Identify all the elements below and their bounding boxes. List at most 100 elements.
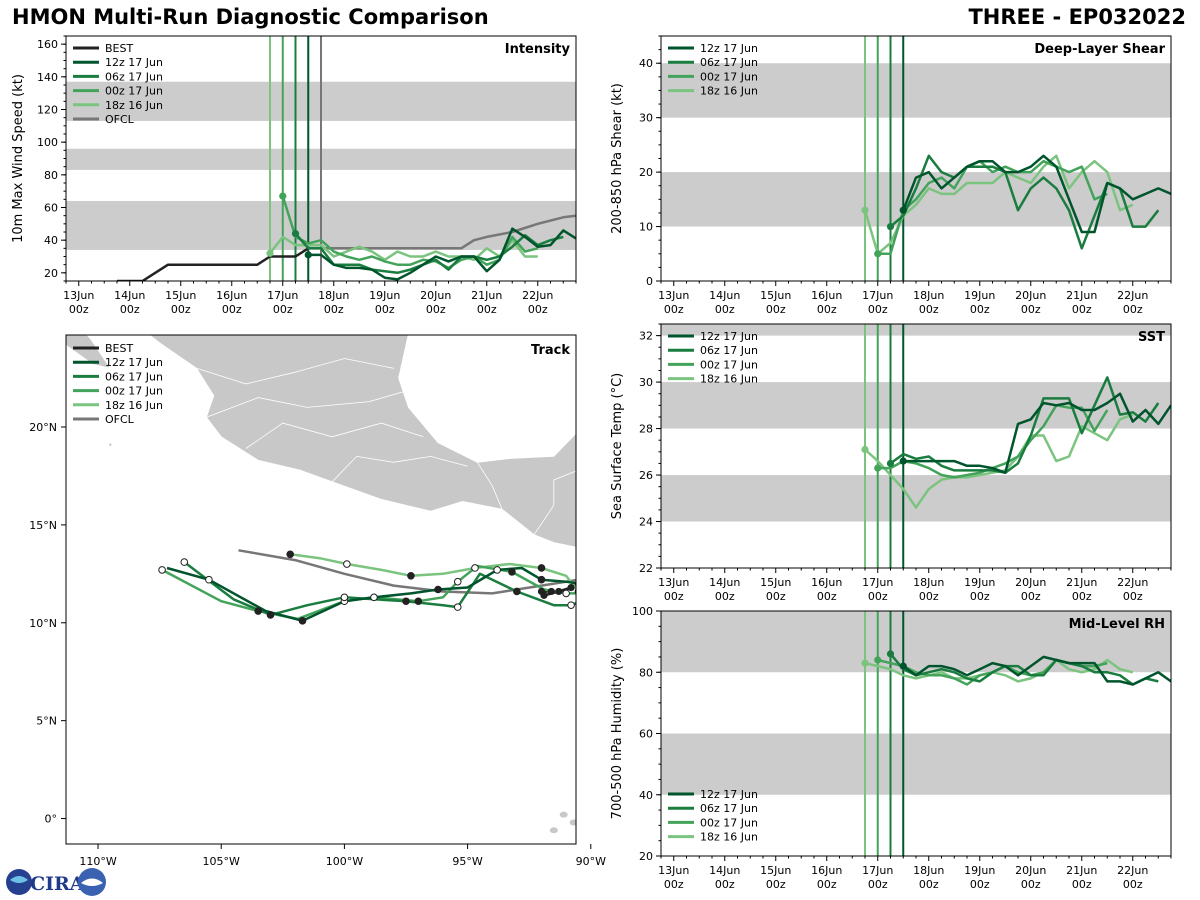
x-tick-label-hour: 00z <box>868 878 888 891</box>
y-tick-label: 10 <box>639 221 653 234</box>
y-tick-label: 10°N <box>29 617 57 630</box>
island <box>109 443 112 446</box>
threshold-band <box>661 63 1171 118</box>
x-tick-label-hour: 00z <box>919 303 939 316</box>
y-tick-label: 26 <box>639 469 653 482</box>
y-tick-label: 100 <box>37 136 58 149</box>
x-tick-label-hour: 00z <box>868 303 888 316</box>
x-tick-label-hour: 00z <box>1021 878 1041 891</box>
legend-label: BEST <box>105 42 133 55</box>
x-tick-label-date: 22Jun <box>522 289 553 302</box>
x-tick-label-hour: 00z <box>715 878 735 891</box>
best-track-point <box>547 587 555 596</box>
legend-label: 18z 16 Jun <box>105 399 163 412</box>
shear-panel: 01020304013Jun00z14Jun00z15Jun00z16Jun00… <box>610 35 1172 316</box>
series-start-point-run_12z_17 <box>899 457 907 465</box>
island <box>559 811 568 818</box>
track-position-marker <box>537 575 546 584</box>
track-position-marker <box>343 560 351 568</box>
y-tick-label: 40 <box>44 234 58 247</box>
shear-plot-area <box>661 36 1171 281</box>
y-tick-label: 20°N <box>29 421 57 434</box>
legend-label: 18z 16 Jun <box>700 373 758 386</box>
y-tick-label: 30 <box>639 112 653 125</box>
threshold-band <box>661 382 1171 429</box>
track-position-marker <box>402 597 410 606</box>
track-start-point-run_18z_16 <box>597 599 605 607</box>
series-line-run_18z_16 <box>269 235 538 262</box>
legend-label: BEST <box>105 342 133 355</box>
x-tick-label-hour: 00z <box>766 303 786 316</box>
series-start-point-run_00z_17 <box>874 250 882 258</box>
legend-label: OFCL <box>105 113 135 126</box>
track-plot-area <box>66 335 614 839</box>
x-tick-label-date: 17Jun <box>862 289 893 302</box>
legend-label: 18z 16 Jun <box>700 85 758 98</box>
intensity-plot-area <box>66 36 576 281</box>
best-track-point <box>555 587 563 596</box>
legend-label: 12z 17 Jun <box>105 356 163 369</box>
legend-label: 06z 17 Jun <box>700 344 758 357</box>
x-tick-label-date: 15Jun <box>165 289 196 302</box>
series-line-best <box>117 247 334 281</box>
cira-logo-text: CIRA <box>30 873 85 895</box>
x-tick-label-date: 16Jun <box>811 289 842 302</box>
y-tick-label: 32 <box>639 330 653 343</box>
x-tick-label-hour: 00z <box>477 303 497 316</box>
y-tick-label: 100 <box>632 605 653 618</box>
intensity-panel: 2040608010012014016013Jun00z14Jun00z15Ju… <box>11 35 577 316</box>
track-position-marker <box>453 603 462 611</box>
island <box>597 833 605 839</box>
x-tick-label-date: 17Jun <box>862 576 893 589</box>
x-tick-label: 95°W <box>452 855 482 868</box>
x-tick-label-hour: 00z <box>664 878 684 891</box>
border-line <box>206 391 404 418</box>
track-position-marker <box>286 550 295 559</box>
panel-label: Track <box>531 343 570 358</box>
track-line-run_06z_17 <box>183 561 576 617</box>
x-tick-label-date: 20Jun <box>1015 864 1046 877</box>
x-tick-label-date: 14Jun <box>114 289 145 302</box>
legend-label: 18z 16 Jun <box>105 99 163 112</box>
x-tick-label-hour: 00z <box>919 590 939 603</box>
series-line-run_06z_17 <box>294 232 564 275</box>
series-start-point-run_00z_17 <box>874 656 882 664</box>
island <box>549 827 558 834</box>
track-position-marker <box>158 566 166 574</box>
land-mass <box>66 335 576 548</box>
x-tick-label-date: 21Jun <box>471 289 502 302</box>
x-tick-label-date: 15Jun <box>760 289 791 302</box>
x-tick-label-hour: 00z <box>1072 878 1092 891</box>
rh-plot-area <box>661 611 1171 856</box>
series-line-run_00z_17 <box>281 195 539 270</box>
x-tick-label-date: 15Jun <box>760 576 791 589</box>
y-tick-label: 22 <box>639 562 653 575</box>
track-position-marker <box>567 601 575 609</box>
x-tick-label-hour: 00z <box>817 590 837 603</box>
x-tick-label-date: 21Jun <box>1066 864 1097 877</box>
figure-title: HMON Multi-Run Diagnostic Comparison <box>12 5 489 29</box>
y-tick-label: 20 <box>639 850 653 863</box>
x-tick-label-hour: 00z <box>1123 303 1143 316</box>
threshold-band <box>661 733 1171 795</box>
legend-label: 00z 17 Jun <box>700 816 758 829</box>
best-track-point <box>607 568 614 575</box>
y-axis-label: 700-500 hPa Humidity (%) <box>610 648 625 820</box>
cira-emblem-wave-icon <box>81 878 103 886</box>
legend-label: 12z 17 Jun <box>105 56 163 69</box>
x-tick-label-hour: 00z <box>1072 590 1092 603</box>
border-line <box>533 470 576 535</box>
series-start-point-run_06z_17 <box>886 222 895 231</box>
x-tick-label-hour: 00z <box>766 878 786 891</box>
track-position-marker <box>180 558 189 566</box>
x-tick-label-date: 18Jun <box>318 289 349 302</box>
x-tick-label-hour: 00z <box>426 303 446 316</box>
y-axis-label: 10m Max Wind Speed (kt) <box>11 74 26 243</box>
x-tick-label-hour: 00z <box>664 590 684 603</box>
x-tick-label-hour: 00z <box>69 303 89 316</box>
legend-label: 12z 17 Jun <box>700 42 758 55</box>
track-start-point-run_00z_17 <box>582 594 590 602</box>
series-start-point-run_06z_17 <box>291 230 300 238</box>
track-position-marker <box>205 575 213 584</box>
